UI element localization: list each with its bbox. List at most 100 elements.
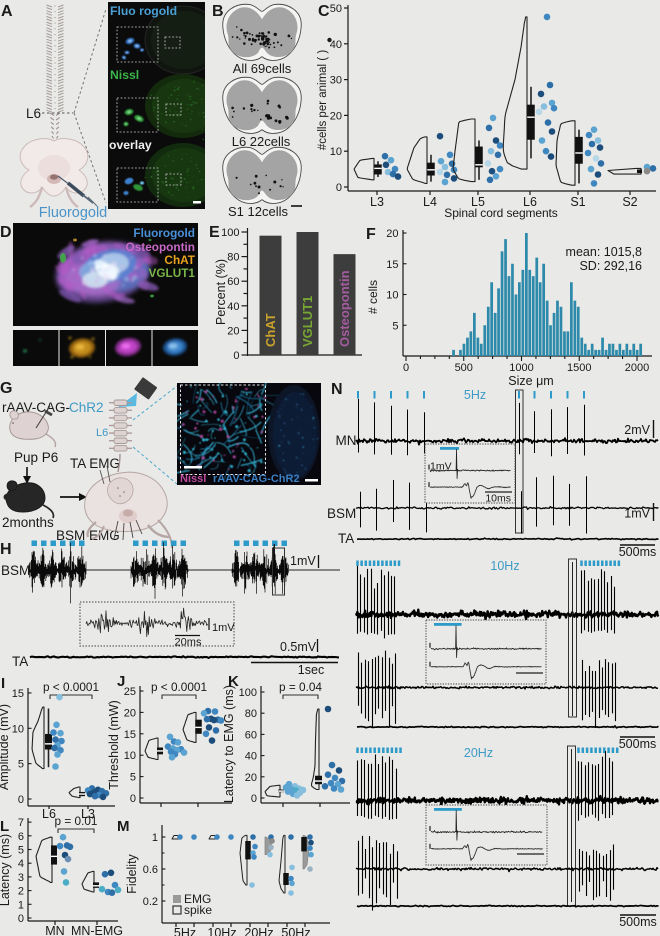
svg-text:1mV: 1mV <box>290 554 316 568</box>
svg-text:G: G <box>0 380 12 397</box>
svg-text:7: 7 <box>18 817 24 829</box>
svg-text:Osteopontin: Osteopontin <box>126 240 195 254</box>
svg-text:0.5mV: 0.5mV <box>280 640 317 654</box>
svg-text:SD: 292,16: SD: 292,16 <box>579 259 642 273</box>
svg-text:L6: L6 <box>42 807 56 821</box>
svg-text:rAAV-CAG-: rAAV-CAG- <box>2 400 70 415</box>
svg-text:30: 30 <box>330 75 342 87</box>
svg-text:J: J <box>117 673 125 690</box>
svg-text:M: M <box>117 818 130 835</box>
svg-text:20: 20 <box>124 707 136 719</box>
svg-text:MN: MN <box>45 924 64 936</box>
svg-text:0.6: 0.6 <box>143 864 158 876</box>
svg-text:15: 15 <box>386 259 398 271</box>
svg-text:40: 40 <box>227 301 239 313</box>
svg-text:2mV: 2mV <box>624 423 650 437</box>
svg-text:p < 0.0001: p < 0.0001 <box>43 680 99 694</box>
svg-text:10: 10 <box>124 750 136 762</box>
svg-text:Fluorogold: Fluorogold <box>133 226 195 240</box>
svg-text:L4: L4 <box>423 195 437 209</box>
svg-text:5Hz: 5Hz <box>174 926 196 936</box>
svg-text:Osteopontin: Osteopontin <box>337 270 352 347</box>
svg-text:BSM: BSM <box>1 563 30 578</box>
svg-text:L3: L3 <box>370 195 384 209</box>
svg-text:0: 0 <box>336 182 342 194</box>
svg-text:Latency (ms): Latency (ms) <box>0 834 12 906</box>
svg-text:N: N <box>331 381 343 398</box>
svg-text:Fluo rogold: Fluo rogold <box>110 4 177 18</box>
svg-text:500ms: 500ms <box>619 737 657 751</box>
svg-text:p = 0.04: p = 0.04 <box>279 680 322 694</box>
svg-text:BSM: BSM <box>327 506 356 521</box>
svg-text:p < 0.0001: p < 0.0001 <box>151 680 207 694</box>
svg-text:VGLUT1: VGLUT1 <box>148 266 195 280</box>
svg-text:10: 10 <box>12 723 24 735</box>
svg-text:S2: S2 <box>622 195 637 209</box>
svg-text:15: 15 <box>12 688 24 700</box>
svg-text:10: 10 <box>330 146 342 158</box>
svg-text:20ms: 20ms <box>175 637 202 649</box>
svg-text:5: 5 <box>130 772 136 784</box>
svg-text:40: 40 <box>330 39 342 51</box>
svg-text:All 69cells: All 69cells <box>233 61 292 76</box>
svg-text:5: 5 <box>18 845 24 857</box>
svg-text:H: H <box>0 541 12 558</box>
svg-text:overlay: overlay <box>109 138 152 152</box>
svg-text:0: 0 <box>251 793 257 805</box>
svg-text:1sec: 1sec <box>298 663 324 677</box>
svg-text:I: I <box>1 675 5 692</box>
svg-text:0: 0 <box>233 350 239 362</box>
svg-text:500: 500 <box>455 362 473 374</box>
svg-text:E: E <box>209 224 220 241</box>
svg-text:Threshold (mW): Threshold (mW) <box>107 700 121 790</box>
svg-text:1500: 1500 <box>567 362 591 374</box>
svg-text:1: 1 <box>152 832 158 844</box>
svg-text:0: 0 <box>403 362 409 374</box>
svg-text:Percent (%): Percent (%) <box>214 259 228 325</box>
svg-text:TA EMG: TA EMG <box>70 456 120 471</box>
svg-text:#cells per animal ( ): #cells per animal ( ) <box>317 50 329 151</box>
svg-text:100: 100 <box>239 687 257 699</box>
svg-text:F: F <box>366 226 376 243</box>
svg-text:80: 80 <box>245 708 257 720</box>
svg-text:20Hz: 20Hz <box>244 926 273 936</box>
svg-text:60: 60 <box>245 729 257 741</box>
svg-text:Fluorogold: Fluorogold <box>39 205 108 221</box>
svg-text:MN-EMG: MN-EMG <box>71 924 123 936</box>
svg-text:A: A <box>1 3 13 20</box>
svg-text:EMG: EMG <box>184 892 211 906</box>
svg-text:5: 5 <box>18 759 24 771</box>
svg-text:80: 80 <box>227 252 239 264</box>
svg-text:L5: L5 <box>471 195 485 209</box>
svg-text:40: 40 <box>245 751 257 763</box>
svg-text:10: 10 <box>386 290 398 302</box>
svg-text:Spinal cord segments: Spinal cord segments <box>444 206 557 220</box>
svg-text:0: 0 <box>18 794 24 806</box>
svg-text:20: 20 <box>245 772 257 784</box>
svg-text:C: C <box>318 3 330 20</box>
svg-text:2months: 2months <box>2 515 54 530</box>
svg-text:1mV: 1mV <box>624 507 650 521</box>
svg-text:Amplitude (mV): Amplitude (mV) <box>0 704 11 790</box>
svg-text:5: 5 <box>392 320 398 332</box>
svg-text:50Hz: 50Hz <box>281 926 310 936</box>
svg-text:S1: S1 <box>570 195 585 209</box>
svg-text:L6: L6 <box>26 106 41 121</box>
svg-text:TA: TA <box>12 654 28 669</box>
svg-text:L6: L6 <box>523 195 537 209</box>
svg-text:4: 4 <box>18 858 24 870</box>
svg-text:0: 0 <box>130 793 136 805</box>
svg-text:15: 15 <box>124 729 136 741</box>
svg-text:mean: 1015,8: mean: 1015,8 <box>566 245 642 259</box>
svg-text:20Hz: 20Hz <box>464 746 493 760</box>
svg-text:2: 2 <box>18 886 24 898</box>
svg-text:ChAT: ChAT <box>164 253 195 267</box>
svg-text:20: 20 <box>330 110 342 122</box>
svg-text:MN: MN <box>336 433 357 448</box>
svg-text:5Hz: 5Hz <box>464 388 486 402</box>
svg-text:25: 25 <box>124 686 136 698</box>
svg-text:Nissl: Nissl <box>180 473 206 485</box>
svg-text:B: B <box>212 3 224 20</box>
svg-text:# cells: # cells <box>366 280 380 314</box>
svg-text:1: 1 <box>18 899 24 911</box>
